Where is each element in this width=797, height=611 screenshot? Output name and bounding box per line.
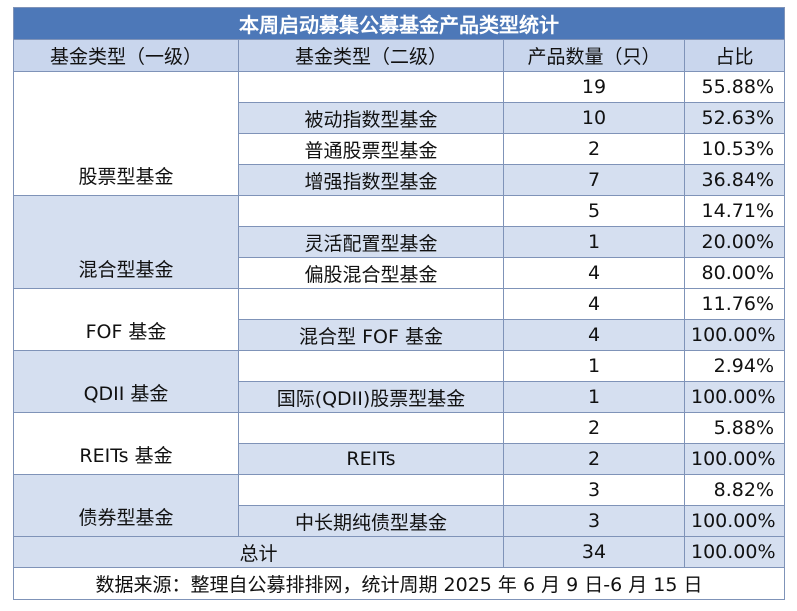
sub-type-count: 2 [503,443,685,475]
sub-type-name: 国际(QDII)股票型基金 [238,381,504,413]
group-summary-row: 混合型基金 5 14.71% [13,195,785,289]
group-name: 股票型基金 [13,71,239,196]
total-row: 总计 34 100.00% [13,536,785,568]
total-ratio: 100.00% [684,536,785,568]
sub-type-count: 3 [503,505,685,537]
group-count: 5 [503,195,685,227]
sub-type-ratio: 100.00% [684,319,785,351]
group-count: 2 [503,412,685,444]
group-count: 4 [503,288,685,320]
group-name: 债券型基金 [13,474,239,537]
sub-type-count: 2 [503,133,685,165]
group-sub-empty [238,71,504,103]
group-sub-empty [238,288,504,320]
header-count: 产品数量（只） [503,39,685,72]
group-name: REITs 基金 [13,412,239,475]
header-ratio: 占比 [684,39,785,72]
fund-type-stats-table: 本周启动募集公募基金产品类型统计 基金类型（一级） 基金类型（二级） 产品数量（… [13,7,785,600]
sub-type-row: 偏股混合型基金 4 80.00% [14,257,785,289]
table-title: 本周启动募集公募基金产品类型统计 [13,7,785,40]
sub-type-name: 普通股票型基金 [238,133,504,165]
total-label: 总计 [13,536,504,568]
sub-type-name: 被动指数型基金 [238,102,504,134]
group-sub-empty [238,195,504,227]
group-summary-row: 债券型基金 3 8.82% [13,474,785,537]
group-count: 1 [503,350,685,382]
sub-type-ratio: 10.53% [684,133,785,165]
group-count: 3 [503,474,685,506]
group-name: 混合型基金 [13,195,239,289]
sub-type-name: 增强指数型基金 [238,164,504,196]
group-name: QDII 基金 [13,350,239,413]
group-count: 19 [503,71,685,103]
sub-type-name: 灵活配置型基金 [238,226,504,258]
sub-type-row: 灵活配置型基金 1 20.00% [14,226,785,258]
group-sub-empty [238,412,504,444]
data-source-note: 数据来源：整理自公募排排网，统计周期 2025 年 6 月 9 日-6 月 15… [13,567,785,600]
sub-type-row: 被动指数型基金 10 52.63% [14,102,785,134]
sub-type-name: 偏股混合型基金 [238,257,504,289]
group-ratio: 8.82% [684,474,785,506]
fund-type-stats-table-container: 本周启动募集公募基金产品类型统计 基金类型（一级） 基金类型（二级） 产品数量（… [13,7,785,600]
sub-type-count: 10 [503,102,685,134]
sub-type-name: REITs [238,443,504,475]
group-name: FOF 基金 [13,288,239,351]
group-ratio: 11.76% [684,288,785,320]
sub-type-name: 中长期纯债型基金 [238,505,504,537]
group-summary-row: FOF 基金 4 11.76% [13,288,785,351]
sub-type-count: 1 [503,381,685,413]
group-ratio: 55.88% [684,71,785,103]
sub-type-row: 增强指数型基金 7 36.84% [14,164,785,196]
group-ratio: 14.71% [684,195,785,227]
sub-type-ratio: 100.00% [684,443,785,475]
sub-type-count: 1 [503,226,685,258]
sub-type-row: 普通股票型基金 2 10.53% [14,133,785,165]
sub-type-row: 混合型 FOF 基金 4 100.00% [14,319,785,351]
source-row: 数据来源：整理自公募排排网，统计周期 2025 年 6 月 9 日-6 月 15… [13,567,785,600]
table-title-row: 本周启动募集公募基金产品类型统计 [13,7,785,40]
total-count: 34 [503,536,685,568]
sub-type-name: 混合型 FOF 基金 [238,319,504,351]
sub-type-ratio: 80.00% [684,257,785,289]
group-summary-row: 股票型基金 19 55.88% [13,71,785,196]
sub-type-ratio: 100.00% [684,381,785,413]
header-level2: 基金类型（二级） [238,39,504,72]
header-level1: 基金类型（一级） [13,39,239,72]
table-header-row: 基金类型（一级） 基金类型（二级） 产品数量（只） 占比 [13,39,785,72]
sub-type-row: REITs 2 100.00% [14,443,785,475]
sub-type-ratio: 52.63% [684,102,785,134]
group-summary-row: REITs 基金 2 5.88% [13,412,785,475]
sub-type-ratio: 36.84% [684,164,785,196]
group-ratio: 2.94% [684,350,785,382]
sub-type-count: 4 [503,257,685,289]
group-sub-empty [238,350,504,382]
sub-type-ratio: 20.00% [684,226,785,258]
group-sub-empty [238,474,504,506]
group-summary-row: QDII 基金 1 2.94% [13,350,785,413]
sub-type-row: 中长期纯债型基金 3 100.00% [14,505,785,537]
sub-type-count: 7 [503,164,685,196]
sub-type-ratio: 100.00% [684,505,785,537]
sub-type-count: 4 [503,319,685,351]
group-ratio: 5.88% [684,412,785,444]
